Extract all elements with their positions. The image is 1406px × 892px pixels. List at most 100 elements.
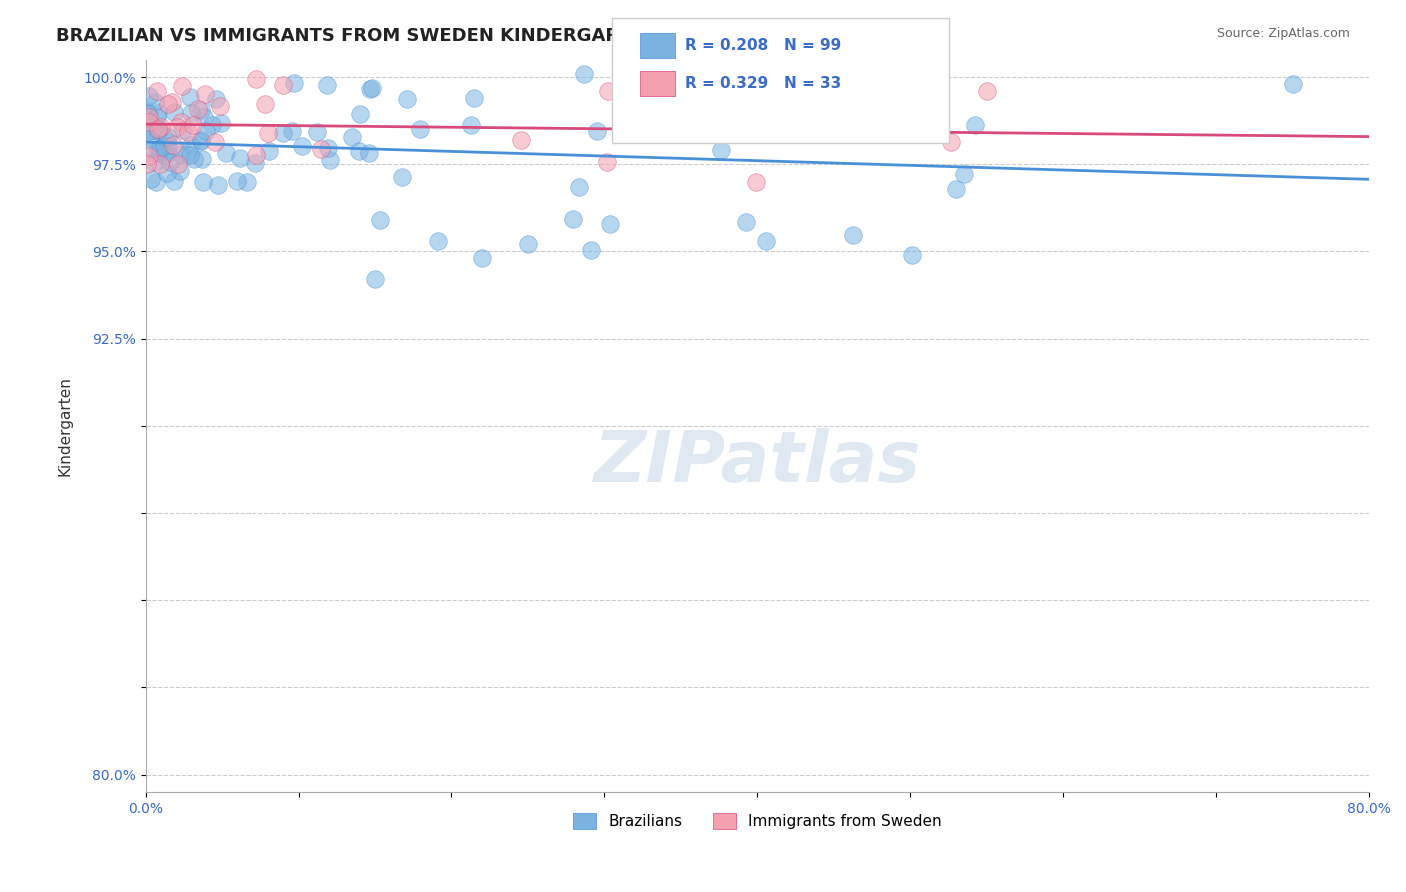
Point bbox=[141, 172, 163, 186]
Point bbox=[953, 167, 976, 181]
Point bbox=[183, 153, 205, 167]
Point bbox=[166, 120, 188, 134]
Point bbox=[510, 133, 533, 147]
Point bbox=[145, 123, 167, 137]
Point bbox=[138, 149, 160, 163]
Point bbox=[901, 247, 924, 261]
Point bbox=[309, 142, 332, 156]
Point bbox=[141, 123, 163, 137]
Point bbox=[146, 110, 169, 124]
Legend: Brazilians, Immigrants from Sweden: Brazilians, Immigrants from Sweden bbox=[567, 807, 948, 836]
Point bbox=[243, 156, 266, 170]
Point bbox=[349, 107, 371, 121]
Point bbox=[138, 89, 160, 103]
Point bbox=[172, 122, 194, 136]
Point bbox=[316, 78, 339, 92]
Point bbox=[170, 147, 193, 161]
Point bbox=[209, 116, 232, 130]
Point bbox=[190, 134, 212, 148]
Point bbox=[782, 103, 804, 118]
Point bbox=[162, 104, 184, 119]
Point bbox=[201, 119, 224, 133]
Point bbox=[181, 118, 204, 132]
Point bbox=[271, 78, 294, 92]
Point bbox=[156, 97, 179, 112]
Point bbox=[471, 252, 494, 266]
Point bbox=[427, 234, 450, 248]
Point bbox=[976, 84, 998, 98]
Point bbox=[585, 123, 607, 137]
Point bbox=[207, 178, 229, 192]
Point bbox=[273, 126, 295, 140]
Point bbox=[169, 163, 191, 178]
Point bbox=[340, 130, 363, 145]
Point bbox=[150, 120, 173, 134]
Point bbox=[136, 103, 159, 118]
Point bbox=[143, 95, 166, 109]
Point bbox=[162, 138, 184, 153]
Point bbox=[744, 175, 766, 189]
Point bbox=[149, 141, 172, 155]
Point bbox=[460, 118, 482, 132]
Point bbox=[142, 155, 165, 169]
Text: ZIPatlas: ZIPatlas bbox=[593, 428, 921, 497]
Point bbox=[176, 146, 198, 161]
Point bbox=[180, 138, 202, 153]
Point bbox=[755, 234, 778, 248]
Point bbox=[159, 155, 181, 169]
Point bbox=[148, 122, 170, 136]
Point bbox=[146, 123, 169, 137]
Point bbox=[149, 157, 172, 171]
Point bbox=[191, 175, 214, 189]
Point bbox=[463, 91, 485, 105]
Point bbox=[659, 71, 682, 86]
Point bbox=[598, 84, 620, 98]
Point bbox=[319, 153, 342, 167]
Point bbox=[180, 105, 202, 120]
Point bbox=[190, 103, 212, 118]
Point bbox=[561, 211, 583, 226]
Point bbox=[1281, 77, 1303, 91]
Point bbox=[599, 217, 621, 231]
Point bbox=[257, 144, 280, 158]
Point bbox=[307, 124, 329, 138]
Point bbox=[191, 152, 214, 166]
Point bbox=[163, 174, 186, 188]
Point bbox=[136, 107, 159, 121]
Point bbox=[945, 181, 967, 195]
Point bbox=[349, 144, 371, 158]
Point bbox=[941, 135, 963, 149]
Point bbox=[581, 244, 603, 258]
Point bbox=[281, 123, 304, 137]
Point bbox=[138, 142, 160, 156]
Point bbox=[205, 92, 228, 106]
Point bbox=[156, 146, 179, 161]
Point bbox=[160, 95, 183, 110]
Point bbox=[368, 212, 391, 227]
Point bbox=[153, 147, 176, 161]
Point bbox=[245, 148, 267, 162]
Point bbox=[679, 111, 702, 125]
Point bbox=[156, 135, 179, 149]
Text: Source: ZipAtlas.com: Source: ZipAtlas.com bbox=[1216, 27, 1350, 40]
Point bbox=[965, 119, 987, 133]
Point bbox=[179, 148, 201, 162]
Point bbox=[145, 84, 167, 98]
Point bbox=[156, 139, 179, 153]
Point bbox=[257, 126, 280, 140]
Point bbox=[316, 141, 339, 155]
Point bbox=[209, 99, 232, 113]
Point bbox=[179, 90, 201, 104]
Point bbox=[735, 214, 758, 228]
Text: R = 0.208   N = 99: R = 0.208 N = 99 bbox=[685, 38, 841, 53]
Point bbox=[253, 97, 276, 112]
Text: R = 0.329   N = 33: R = 0.329 N = 33 bbox=[685, 77, 841, 91]
Point bbox=[194, 87, 217, 102]
Point bbox=[172, 78, 194, 93]
Point bbox=[517, 237, 540, 252]
Point bbox=[361, 80, 384, 95]
Point bbox=[170, 115, 193, 129]
Point bbox=[187, 102, 209, 116]
Point bbox=[291, 139, 314, 153]
Point bbox=[190, 133, 212, 147]
